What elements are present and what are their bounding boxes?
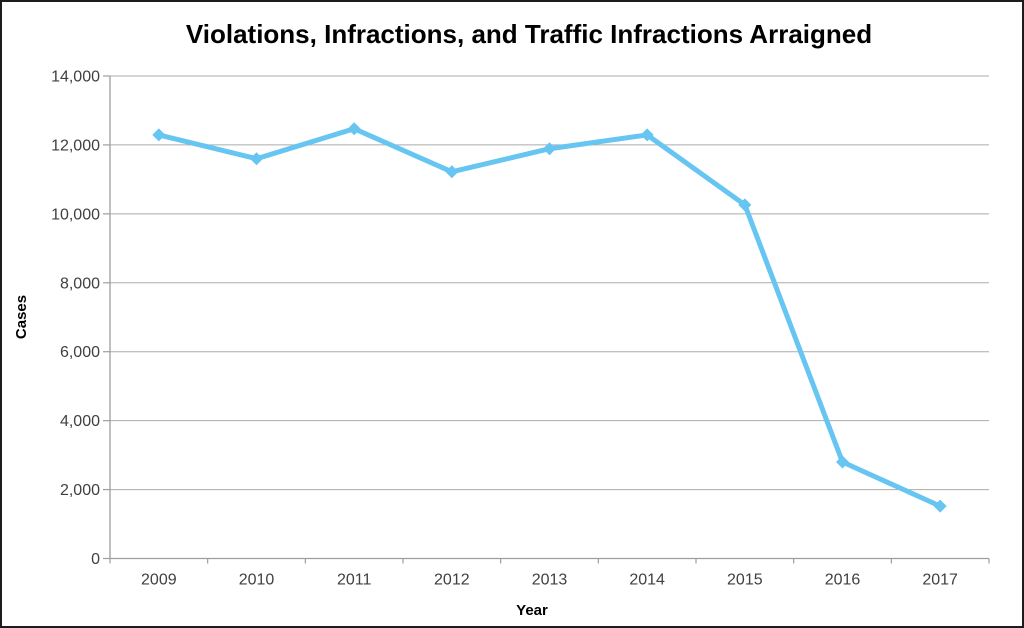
- plot-area: 0 2,000 4,000 6,000 8,000 10,000 12,000 14,000 2…: [51, 69, 990, 589]
- data-point-marker-2010: [250, 152, 263, 166]
- y-tick-label: 0: [91, 551, 100, 568]
- x-tick-label: 2012: [434, 572, 470, 589]
- x-tick-label: 2014: [629, 572, 665, 589]
- data-point-marker-2015: [738, 198, 752, 212]
- x-axis-title: Year: [516, 602, 548, 619]
- data-point-marker-2013: [543, 142, 556, 156]
- data-point-marker-2012: [445, 165, 459, 179]
- y-tick-label: 10,000: [51, 206, 100, 223]
- data-point-marker-2017: [933, 499, 947, 513]
- y-tick-label: 6,000: [60, 344, 100, 361]
- y-axis-title: Cases: [13, 295, 30, 339]
- x-tick-label: 2015: [727, 572, 763, 589]
- x-tick-label: 2016: [825, 572, 861, 589]
- x-tick-label: 2011: [337, 572, 372, 589]
- y-tick-label: 8,000: [60, 275, 100, 292]
- data-point-marker-2009: [152, 128, 166, 142]
- data-point-marker-2016: [836, 455, 849, 469]
- x-tick-label: 2010: [239, 572, 275, 589]
- chart-title: Violations, Infractions, and Traffic Inf…: [186, 19, 872, 49]
- x-tick-label: 2017: [922, 572, 958, 589]
- y-tick-label: 14,000: [51, 69, 100, 86]
- x-tick-label: 2013: [532, 572, 568, 589]
- x-tick-label: 2009: [141, 572, 177, 589]
- y-tick-label: 2,000: [60, 482, 100, 499]
- y-tick-label: 12,000: [51, 137, 100, 154]
- y-tick-label: 4,000: [60, 413, 100, 430]
- data-line: [156, 126, 943, 509]
- data-point-marker-2014: [640, 128, 654, 142]
- data-point-marker-2011: [347, 122, 361, 136]
